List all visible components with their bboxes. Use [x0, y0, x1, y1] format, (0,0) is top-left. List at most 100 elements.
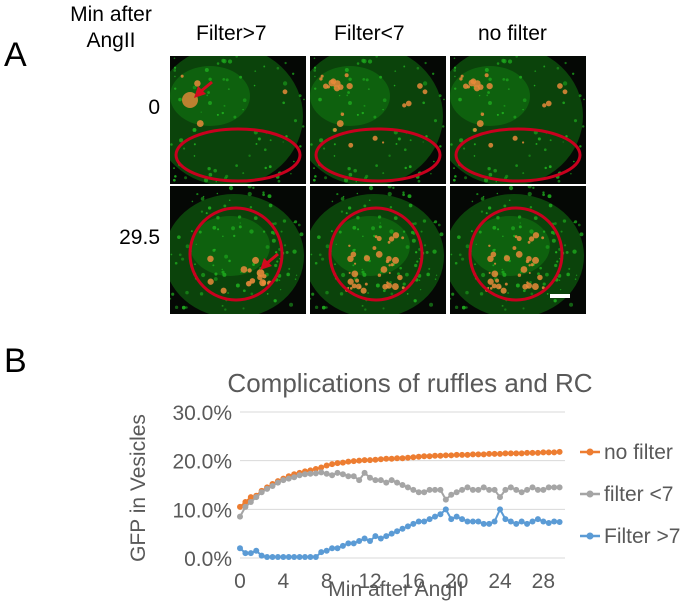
legend-label: Filter >7: [604, 525, 680, 548]
data-point: [442, 506, 449, 513]
data-point: [497, 506, 503, 513]
data-point: [334, 469, 341, 476]
data-point: [453, 451, 460, 458]
data-point: [415, 489, 422, 496]
data-point: [529, 484, 536, 491]
data-point: [404, 484, 411, 491]
data-point: [410, 454, 417, 461]
data-point: [442, 452, 449, 459]
data-point: [318, 469, 325, 476]
data-point: [415, 518, 422, 525]
data-point: [356, 537, 363, 544]
data-point: [356, 477, 363, 484]
legend-marker: [586, 490, 594, 498]
data-point: [312, 465, 319, 472]
data-point: [242, 503, 249, 510]
data-point: [237, 545, 243, 552]
data-point: [388, 477, 395, 484]
data-point: [302, 471, 308, 478]
row-label-29-5: 29.5: [119, 226, 160, 249]
data-point: [247, 499, 254, 506]
data-point: [518, 450, 525, 457]
panel-b-letter: B: [4, 342, 27, 380]
data-point: [329, 545, 336, 552]
data-point: [513, 486, 520, 493]
data-point: [356, 457, 363, 464]
data-point: [345, 473, 352, 480]
data-point: [334, 545, 341, 552]
data-point: [524, 520, 531, 527]
data-point: [437, 511, 444, 518]
data-point: [464, 484, 471, 491]
data-point: [377, 535, 384, 542]
data-point: [394, 479, 401, 486]
data-point: [285, 475, 292, 482]
data-point: [274, 479, 281, 486]
data-point: [339, 459, 346, 466]
data-point: [372, 456, 379, 463]
data-point: [518, 518, 525, 525]
data-point: [247, 494, 254, 501]
data-point: [426, 486, 433, 493]
data-point: [464, 518, 471, 525]
data-point: [388, 530, 395, 537]
data-point: [453, 513, 460, 520]
data-point: [529, 449, 536, 456]
data-point: [453, 489, 460, 496]
data-point: [377, 456, 384, 463]
data-point: [524, 449, 531, 456]
data-point: [491, 518, 498, 525]
data-point: [361, 535, 368, 542]
data-point: [486, 520, 493, 527]
data-point: [437, 486, 444, 493]
data-point: [367, 474, 373, 481]
y-tick-label: 10.0%: [172, 499, 232, 522]
x-tick-label: 12: [358, 570, 381, 593]
data-point: [329, 461, 336, 468]
data-point: [480, 484, 487, 491]
data-point: [551, 518, 558, 525]
data-point: [442, 496, 449, 503]
data-point: [350, 540, 357, 547]
data-point: [274, 554, 281, 561]
data-point: [469, 451, 476, 458]
data-point: [556, 448, 563, 455]
legend-label: no filter: [604, 441, 673, 464]
data-point: [291, 474, 298, 481]
data-point: [513, 520, 520, 527]
data-point: [475, 518, 482, 525]
data-point: [556, 518, 563, 525]
data-point: [383, 455, 390, 462]
data-point: [448, 516, 455, 523]
data-point: [291, 554, 298, 561]
data-point: [404, 523, 411, 530]
data-point: [426, 453, 433, 460]
data-point: [329, 472, 336, 479]
data-point: [318, 549, 325, 556]
data-point: [280, 477, 287, 484]
data-point: [475, 451, 482, 458]
x-tick-label: 20: [445, 570, 468, 593]
data-point: [253, 547, 260, 554]
data-point: [448, 491, 455, 498]
data-point: [269, 482, 276, 489]
data-point: [345, 540, 352, 547]
data-point: [459, 516, 466, 523]
data-point: [432, 486, 438, 493]
data-point: [507, 484, 514, 491]
data-point: [280, 554, 287, 561]
arrow-icon: [260, 252, 279, 270]
micrograph-r0-c1: [310, 56, 446, 184]
data-point: [242, 499, 249, 506]
data-point: [502, 486, 509, 493]
data-point: [307, 470, 314, 477]
data-point: [518, 489, 525, 496]
data-point: [247, 550, 254, 557]
data-point: [545, 449, 552, 456]
data-point: [448, 452, 455, 459]
data-point: [480, 520, 487, 527]
scale-bar: [550, 294, 570, 298]
data-point: [399, 482, 406, 488]
data-point: [426, 516, 433, 523]
x-tick-label: 0: [234, 570, 246, 593]
